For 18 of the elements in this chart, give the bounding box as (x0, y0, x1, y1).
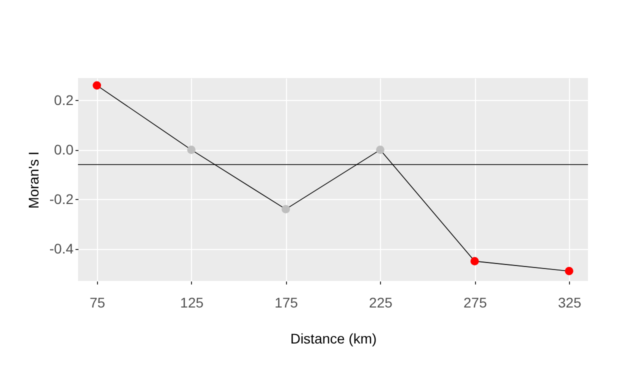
y-tick-label: 0.2 (54, 92, 74, 108)
x-tick-label: 175 (274, 294, 298, 310)
x-tick-label: 275 (463, 294, 488, 310)
y-tick-label: -0.4 (49, 240, 74, 256)
point (470, 257, 479, 266)
y-tick-label: -0.2 (49, 190, 74, 207)
point (282, 205, 290, 214)
y-tick-label: 0.0 (54, 141, 74, 158)
point (187, 146, 196, 154)
point (376, 146, 384, 154)
x-tick-label: 75 (90, 294, 106, 310)
point (564, 266, 574, 276)
point (92, 81, 102, 90)
x-axis-title: Distance (km) (290, 330, 377, 346)
x-tick-label: 325 (558, 294, 582, 310)
x-tick-label: 225 (369, 294, 393, 310)
x-tick-label: 125 (180, 294, 204, 310)
y-axis-title: Moran's I (25, 151, 42, 209)
